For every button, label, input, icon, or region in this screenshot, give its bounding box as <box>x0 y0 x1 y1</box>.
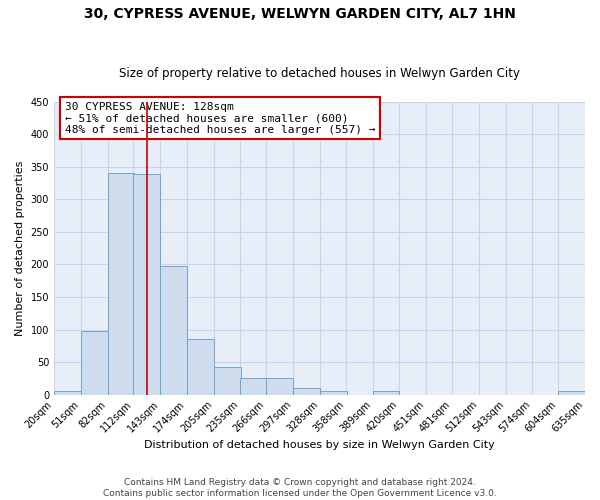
Bar <box>320 392 347 394</box>
Bar <box>293 388 320 394</box>
Bar <box>239 378 266 394</box>
Bar <box>54 392 81 394</box>
Bar <box>107 173 134 394</box>
Bar <box>373 392 400 394</box>
Text: Contains HM Land Registry data © Crown copyright and database right 2024.
Contai: Contains HM Land Registry data © Crown c… <box>103 478 497 498</box>
Bar <box>558 392 585 394</box>
Bar <box>187 340 214 394</box>
Bar <box>266 378 293 394</box>
X-axis label: Distribution of detached houses by size in Welwyn Garden City: Distribution of detached houses by size … <box>144 440 495 450</box>
Bar <box>133 174 160 394</box>
Bar <box>81 332 107 394</box>
Bar <box>160 266 187 394</box>
Y-axis label: Number of detached properties: Number of detached properties <box>15 160 25 336</box>
Title: Size of property relative to detached houses in Welwyn Garden City: Size of property relative to detached ho… <box>119 66 520 80</box>
Text: 30, CYPRESS AVENUE, WELWYN GARDEN CITY, AL7 1HN: 30, CYPRESS AVENUE, WELWYN GARDEN CITY, … <box>84 8 516 22</box>
Text: 30 CYPRESS AVENUE: 128sqm
← 51% of detached houses are smaller (600)
48% of semi: 30 CYPRESS AVENUE: 128sqm ← 51% of detac… <box>65 102 375 134</box>
Bar <box>214 368 241 394</box>
